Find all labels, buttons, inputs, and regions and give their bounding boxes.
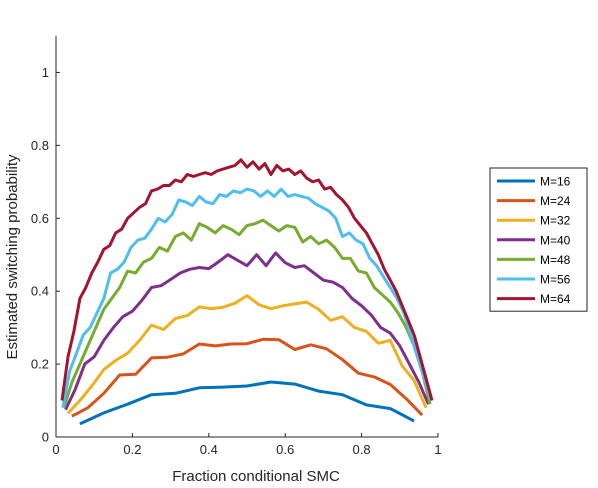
series-line-m40 <box>64 251 430 411</box>
legend-entry-label: M=64 <box>540 292 571 306</box>
x-tick-label: 1 <box>434 442 441 457</box>
x-tick-label: 0.6 <box>276 442 294 457</box>
x-tick-label: 0.8 <box>353 442 371 457</box>
y-tick-label: 0.6 <box>31 211 49 226</box>
y-tick-label: 0.2 <box>31 357 49 372</box>
legend-entry-label: M=56 <box>540 273 571 287</box>
series-line-m16 <box>79 380 415 426</box>
legend: M=16 M=24 M=32 M=40 M=48 M=56 M=64 <box>489 167 588 312</box>
legend-entry-label: M=24 <box>540 194 571 208</box>
series-line-m64 <box>60 158 434 401</box>
axes <box>55 36 439 438</box>
y-tick-label: 0.8 <box>31 138 49 153</box>
legend-entry-label: M=16 <box>540 175 571 189</box>
x-axis-label: Fraction conditional SMC <box>172 468 340 485</box>
plot-area <box>60 158 434 426</box>
y-tick-label: 1 <box>42 65 49 80</box>
x-tick-label: 0 <box>52 442 59 457</box>
x-tick-label: 0.2 <box>123 442 141 457</box>
legend-entry-label: M=32 <box>540 214 571 228</box>
series-line-m48 <box>62 218 432 409</box>
legend-entry-label: M=48 <box>540 253 571 267</box>
y-tick-label: 0.4 <box>31 284 49 299</box>
legend-entry-label: M=40 <box>540 233 571 247</box>
y-tick-label: 0 <box>42 430 49 445</box>
series-line-m24 <box>71 337 424 418</box>
x-tick-label: 0.4 <box>200 442 218 457</box>
y-axis-label: Estimated switching probability <box>4 154 21 360</box>
tick-labels: 0 0.2 0.4 0.6 0.8 1 0 0.2 0.4 0.6 0.8 1 <box>31 65 442 457</box>
series-line-m56 <box>61 187 433 409</box>
series-line-m32 <box>66 294 428 415</box>
